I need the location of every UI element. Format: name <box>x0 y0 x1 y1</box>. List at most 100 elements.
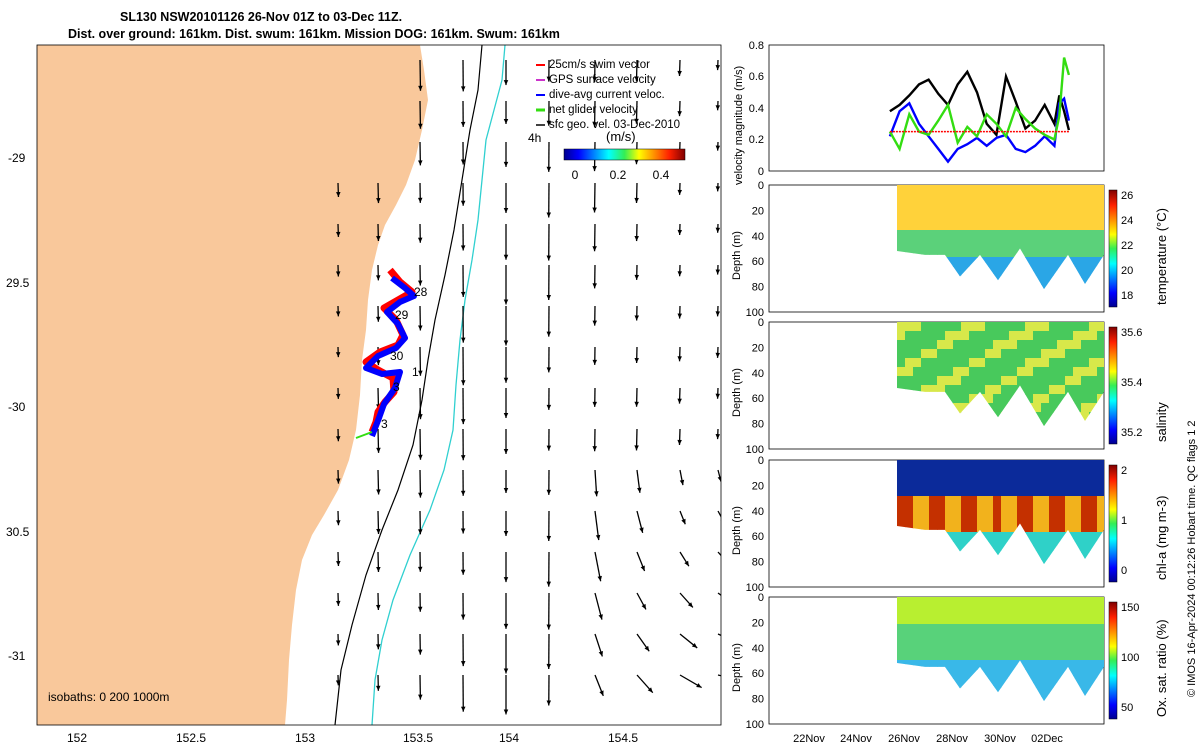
geostrophic-vector <box>460 592 466 620</box>
geostrophic-vector <box>335 346 341 358</box>
depth-tick: 100 <box>746 444 764 456</box>
depth-tick: 60 <box>752 668 764 680</box>
geostrophic-vector <box>460 551 466 575</box>
geostrophic-vector <box>677 223 683 236</box>
geostrophic-vector <box>592 428 597 452</box>
colorbar-tick: 35.2 <box>1121 427 1142 439</box>
depth-tick: 80 <box>752 557 764 569</box>
geostrophic-vector <box>679 592 694 608</box>
geostrophic-vector <box>503 224 509 260</box>
geostrophic-vector <box>460 141 466 165</box>
depth-tick: 20 <box>752 480 764 492</box>
time-tick-26Nov: 26Nov <box>888 733 920 745</box>
geostrophic-vector <box>376 305 381 322</box>
geostrophic-vector <box>715 387 721 399</box>
geostrophic-vector <box>418 305 423 331</box>
label-4h: 4h <box>528 131 541 145</box>
geostrophic-vector <box>634 223 639 242</box>
geostrophic-vector <box>418 346 423 376</box>
geostrophic-vector <box>634 264 640 280</box>
geostrophic-vector <box>460 428 466 461</box>
track-day-label-3b: 3 <box>381 417 388 431</box>
geostrophic-vector <box>594 551 602 582</box>
geostrophic-vector <box>677 59 682 76</box>
geostrophic-vector <box>376 674 381 691</box>
geostrophic-vector <box>376 223 381 242</box>
depth-colorbar-label: chl-a (mg m-3) <box>1154 495 1169 580</box>
vel-ytick-0.6: 0.6 <box>749 71 764 83</box>
geostrophic-vector <box>677 305 683 319</box>
geostrophic-vector <box>460 100 466 127</box>
geostrophic-vector <box>546 223 551 261</box>
geostrophic-vector <box>677 428 682 445</box>
geostrophic-vector <box>460 633 466 667</box>
geostrophic-vector <box>677 346 682 362</box>
colorbar-tick: 2 <box>1121 465 1127 477</box>
geostrophic-vector <box>715 182 721 192</box>
geostrophic-vector <box>546 141 552 172</box>
depth-colorbar <box>1108 189 1118 308</box>
geostrophic-vector <box>460 223 466 251</box>
colorbar-tick-0.2: 0.2 <box>610 168 627 182</box>
geostrophic-vector <box>376 510 381 534</box>
depth-tick: 0 <box>758 592 764 604</box>
geostrophic-vector <box>376 182 381 204</box>
geostrophic-vector <box>461 674 466 712</box>
figure-title-line2: Dist. over ground: 161km. Dist. swum: 16… <box>68 27 560 41</box>
geostrophic-vector <box>376 428 381 453</box>
geostrophic-vector <box>460 387 466 425</box>
velocity-series-line <box>888 96 1071 164</box>
geostrophic-vector <box>636 551 646 572</box>
geostrophic-vector <box>592 264 597 289</box>
geostrophic-vector <box>636 592 647 610</box>
geostrophic-vector <box>677 100 682 117</box>
isobath-1000 <box>371 45 506 725</box>
depth-tick: 40 <box>752 643 764 655</box>
geostrophic-vector <box>503 265 509 305</box>
depth-ylabel: Depth (m) <box>731 231 743 280</box>
geostrophic-vector <box>636 674 654 694</box>
velocity-ylabel: velocity magnitude (m/s) <box>733 66 745 185</box>
colorbar-tick: 24 <box>1121 215 1133 227</box>
geostrophic-vector <box>594 592 603 620</box>
colorbar-tick: 1 <box>1121 515 1127 527</box>
depth-tick: 80 <box>752 419 764 431</box>
geostrophic-vector <box>376 551 381 573</box>
geostrophic-vector <box>679 633 698 649</box>
geostrophic-vector <box>592 346 598 365</box>
map-x-ticks: 152 152.5 153 153.5 154 154.5 <box>67 731 638 745</box>
geostrophic-vector <box>336 551 341 567</box>
depth-tick: 80 <box>752 282 764 294</box>
map-xtick-152: 152 <box>67 731 87 745</box>
geostrophic-vector <box>336 469 341 484</box>
geostrophic-vector <box>546 551 552 587</box>
time-tick-28Nov: 28Nov <box>936 733 968 745</box>
glider-track: 28 29 30 1 3 3 <box>355 267 428 439</box>
geostrophic-vector <box>679 551 690 567</box>
geostrophic-vector <box>376 264 381 281</box>
geostrophic-vector <box>418 469 423 498</box>
geostrophic-vector <box>417 223 423 243</box>
geostrophic-vector <box>336 182 341 198</box>
map-colorbar <box>563 148 686 161</box>
colorbar-tick: 150 <box>1121 602 1139 614</box>
time-tick-22Nov: 22Nov <box>793 733 825 745</box>
depth-tick: 100 <box>746 719 764 731</box>
net-glider-velocity-track <box>355 431 373 439</box>
colorbar-tick: 35.6 <box>1121 327 1142 339</box>
map-xtick-154: 154 <box>499 731 519 745</box>
geostrophic-vector <box>592 305 598 326</box>
velocity-panel: 0 0.2 0.4 0.6 0.8 velocity magnitude (m/… <box>733 40 1105 185</box>
geostrophic-vector <box>460 469 466 496</box>
geostrophic-vector <box>503 142 509 167</box>
geostrophic-vector <box>717 469 721 482</box>
geostrophic-vector <box>715 223 721 233</box>
geostrophic-vector <box>546 182 552 218</box>
geostrophic-vector <box>717 592 721 596</box>
geostrophic-vector <box>634 100 639 124</box>
map-xtick-154.5: 154.5 <box>608 731 638 745</box>
geostrophic-vector <box>335 633 341 646</box>
colorbar-tick-0: 0 <box>572 168 579 182</box>
depth-panel-3: 0 20 40 60 80 100 Depth (m) 0 1 2 chl-a (mg m-3) <box>731 455 1169 594</box>
